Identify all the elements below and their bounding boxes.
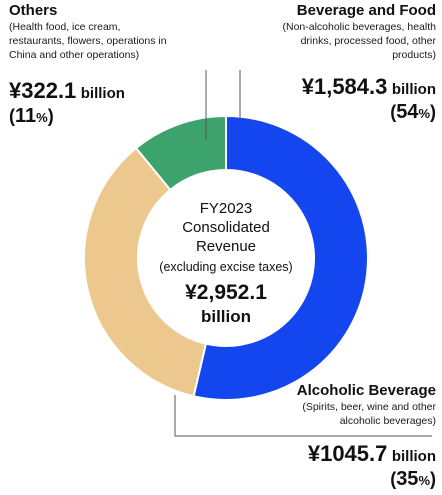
leader-line-alcoholic bbox=[174, 395, 432, 437]
beverage-desc-3: products) bbox=[392, 49, 436, 61]
slice-beverage-and-food bbox=[192, 114, 369, 401]
alcoholic-title: Alcoholic Beverage bbox=[296, 382, 436, 399]
slice-alcoholic-beverage bbox=[83, 146, 208, 398]
others-pct-sign: % bbox=[36, 110, 48, 125]
alcoholic-amount: ¥1045.7 billion bbox=[308, 441, 436, 470]
others-amount-unit: billion bbox=[80, 85, 125, 102]
alcoholic-desc-1: (Spirits, beer, wine and other bbox=[302, 401, 436, 413]
beverage-amount: ¥1,584.3 billion bbox=[302, 74, 436, 103]
others-percent: (11%) bbox=[9, 104, 54, 130]
alcoholic-amount-unit: billion bbox=[391, 448, 436, 465]
beverage-desc-2: drinks, processed food, other bbox=[300, 35, 436, 47]
others-pct-open: ( bbox=[9, 106, 15, 126]
beverage-pct-sign: % bbox=[418, 106, 430, 121]
beverage-pct-value: 54 bbox=[396, 101, 419, 123]
alcoholic-label-group: Alcoholic Beverage (Spirits, beer, wine … bbox=[196, 382, 436, 428]
beverage-amount-unit: billion bbox=[391, 81, 436, 98]
others-desc-2: restaurants, flowers, operations in bbox=[9, 35, 167, 47]
beverage-label-group: Beverage and Food (Non-alcoholic beverag… bbox=[196, 2, 436, 62]
others-desc-1: (Health food, ice cream, bbox=[9, 21, 121, 33]
beverage-pct-close: ) bbox=[430, 102, 436, 122]
beverage-percent: (54%) bbox=[390, 100, 436, 126]
beverage-pct-open: ( bbox=[390, 102, 397, 122]
alcoholic-pct-open: ( bbox=[390, 469, 397, 489]
alcoholic-pct-value: 35 bbox=[396, 468, 419, 490]
beverage-desc-1: (Non-alcoholic beverages, health bbox=[282, 21, 436, 33]
alcoholic-percent: (35%) bbox=[390, 467, 436, 493]
others-desc-3: China and other operations) bbox=[9, 49, 140, 61]
slice-others bbox=[134, 114, 227, 192]
others-amount-value: ¥322.1 bbox=[9, 78, 77, 103]
beverage-title: Beverage and Food bbox=[296, 2, 436, 19]
beverage-amount-value: ¥1,584.3 bbox=[301, 74, 388, 99]
alcoholic-desc-2: alcoholic beverages) bbox=[339, 415, 436, 427]
others-label-group: Others (Health food, ice cream, restaura… bbox=[9, 2, 239, 62]
alcoholic-pct-close: ) bbox=[430, 469, 436, 489]
alcoholic-amount-value: ¥1045.7 bbox=[307, 441, 388, 466]
others-pct-value: 11 bbox=[15, 105, 37, 127]
others-title: Others bbox=[9, 2, 58, 19]
alcoholic-pct-sign: % bbox=[418, 473, 430, 488]
others-amount: ¥322.1 billion bbox=[9, 78, 125, 107]
others-pct-close: ) bbox=[47, 106, 54, 126]
